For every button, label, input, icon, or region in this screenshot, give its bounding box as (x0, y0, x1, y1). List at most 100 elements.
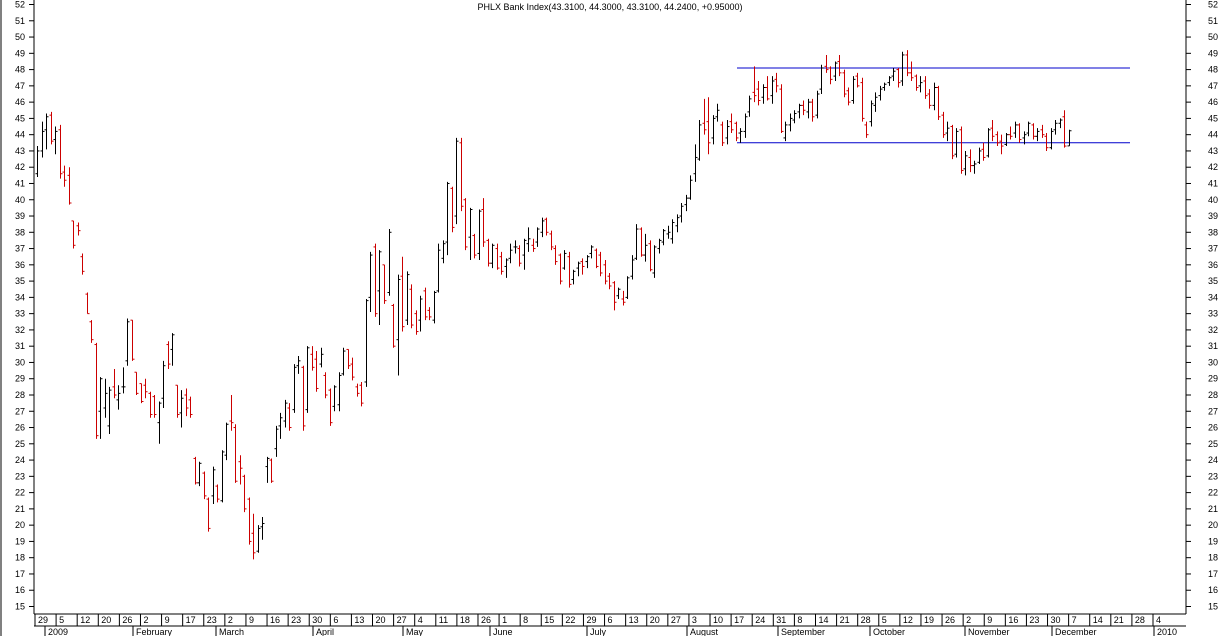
date-label: 4 (418, 615, 423, 625)
price-bar (166, 341, 171, 369)
y-tick-label-right: 39 (1208, 211, 1218, 221)
price-bar (499, 251, 504, 275)
date-label: 14 (818, 615, 828, 625)
price-bar (238, 455, 243, 485)
price-bar (995, 131, 1000, 147)
date-label: 24 (755, 615, 765, 625)
price-bar (495, 243, 500, 270)
date-label: 15 (544, 615, 554, 625)
price-bar (900, 51, 905, 86)
month-label: May (406, 627, 424, 636)
price-bar (914, 74, 919, 91)
price-bar (80, 253, 85, 275)
date-label: 13 (629, 615, 639, 625)
price-bar (954, 128, 959, 158)
month-label: December (1055, 627, 1097, 636)
y-tick-label-left: 17 (15, 569, 25, 579)
date-label: 30 (312, 615, 322, 625)
price-bar (44, 113, 49, 150)
price-bar (251, 513, 256, 560)
y-tick-label-right: 52 (1208, 0, 1218, 10)
price-bar (441, 240, 446, 264)
price-bar (634, 224, 639, 260)
price-bar (377, 250, 382, 326)
date-label: 5 (59, 615, 64, 625)
price-bar (423, 287, 428, 321)
month-label: October (873, 627, 905, 636)
price-bar (855, 72, 860, 88)
y-tick-label-left: 48 (15, 65, 25, 75)
price-bar (977, 147, 982, 164)
price-bar (819, 64, 824, 94)
y-tick-label-left: 41 (15, 178, 25, 188)
price-bar (305, 346, 310, 413)
price-bar (323, 372, 328, 399)
price-bar (130, 319, 135, 361)
price-bar (116, 385, 121, 410)
price-bar (481, 198, 486, 247)
price-bar (62, 165, 67, 187)
price-bar (806, 98, 811, 119)
y-tick-label-right: 20 (1208, 520, 1218, 530)
price-bar (364, 298, 369, 387)
price-bar (846, 87, 851, 106)
date-label: 23 (207, 615, 217, 625)
price-bar (531, 238, 536, 252)
price-bar (477, 209, 482, 260)
price-bar (432, 290, 437, 324)
y-tick-label-left: 40 (15, 195, 25, 205)
date-label: 28 (861, 615, 871, 625)
price-bar (756, 80, 761, 106)
price-bar (842, 69, 847, 98)
price-bar (350, 357, 355, 381)
date-label: 20 (376, 615, 386, 625)
y-tick-label-left: 23 (15, 471, 25, 481)
price-bar (770, 76, 775, 104)
price-bar (815, 90, 820, 119)
price-bar (1067, 129, 1072, 147)
price-bar (1044, 133, 1049, 151)
price-bar (639, 227, 644, 257)
y-tick-label-left: 38 (15, 227, 25, 237)
price-bar (909, 61, 914, 81)
price-bar (148, 391, 153, 418)
price-bar (540, 217, 545, 238)
date-label: 23 (291, 615, 301, 625)
date-label: 10 (713, 615, 723, 625)
price-bar (337, 372, 342, 412)
y-tick-label-left: 15 (15, 602, 25, 612)
price-bar (274, 425, 279, 457)
price-bar (139, 383, 144, 404)
price-bar (553, 245, 558, 265)
month-label: 2009 (48, 627, 68, 636)
date-label: 29 (38, 615, 48, 625)
price-bar (715, 103, 720, 122)
price-bar (535, 227, 540, 247)
price-bar (625, 276, 630, 299)
price-bar (409, 284, 414, 329)
date-label: 23 (1029, 615, 1039, 625)
y-tick-label-left: 24 (15, 455, 25, 465)
price-bar (612, 281, 617, 311)
price-bar (513, 240, 518, 254)
y-tick-label-right: 42 (1208, 162, 1218, 172)
y-tick-label-left: 37 (15, 244, 25, 254)
date-label: 16 (270, 615, 280, 625)
price-bar (661, 229, 666, 246)
y-tick-label-right: 44 (1208, 130, 1218, 140)
month-label: March (219, 627, 244, 636)
y-tick-label-right: 33 (1208, 309, 1218, 319)
price-bar (670, 219, 675, 244)
y-tick-label-left: 16 (15, 585, 25, 595)
price-bar (765, 76, 770, 101)
y-tick-label-left: 49 (15, 48, 25, 58)
price-bar (567, 251, 572, 288)
price-bar (1035, 128, 1040, 142)
y-tick-label-left: 18 (15, 553, 25, 563)
price-bar (837, 54, 842, 77)
y-tick-label-left: 21 (15, 504, 25, 514)
price-bar (197, 461, 202, 487)
y-tick-label-right: 26 (1208, 423, 1218, 433)
price-bar (544, 217, 549, 236)
